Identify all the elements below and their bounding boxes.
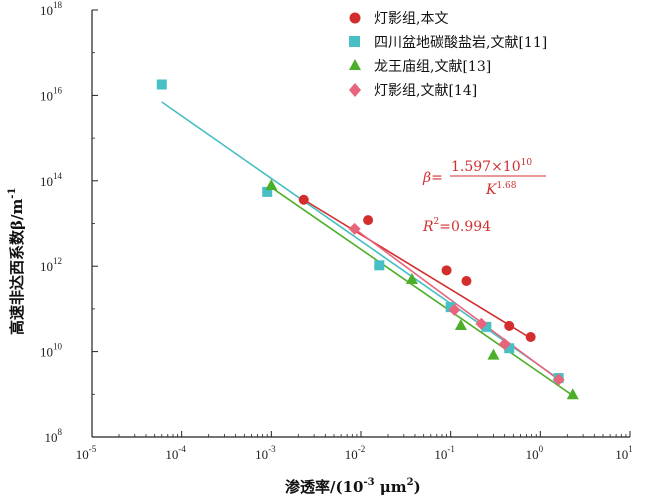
data-point-square xyxy=(156,79,167,90)
y-tick-label: 1018 xyxy=(40,0,63,18)
y-axis-title-exp: -1 xyxy=(7,188,18,199)
data-point-circle xyxy=(363,215,374,226)
legend-label-1: 四川盆地碳酸盐岩,文献[11] xyxy=(374,35,547,51)
data-point-circle xyxy=(525,331,536,342)
data-point-diamond xyxy=(448,303,461,316)
x-tick-label: 101 xyxy=(615,444,633,462)
data-point-triangle xyxy=(487,348,500,360)
x-tick-label: 10-1 xyxy=(434,444,455,462)
x-tick-label: 10-4 xyxy=(165,444,186,462)
fit-line xyxy=(161,101,562,382)
equation-denominator: K1.68 xyxy=(485,181,517,198)
data-point-square xyxy=(445,302,456,313)
legend-label-2: 龙王庙组,文献[13] xyxy=(374,59,491,75)
legend: 灯影组,本文 四川盆地碳酸盐岩,文献[11] 龙王庙组,文献[13] 灯影组,文… xyxy=(349,11,547,99)
data-point-triangle xyxy=(454,318,467,330)
x-tick-label: 10-3 xyxy=(255,444,276,462)
equation-r2: R2=0.994 xyxy=(422,217,491,235)
data-point-circle xyxy=(298,194,309,205)
data-point-triangle xyxy=(265,178,278,190)
x-tick-label: 10-5 xyxy=(76,444,97,462)
fit-lines xyxy=(161,101,575,398)
data-point-triangle xyxy=(405,273,418,285)
x-tick-label: 100 xyxy=(526,444,544,462)
legend-marker-circle xyxy=(349,12,361,24)
x-axis-title: 渗透率/(10-3 μm2) xyxy=(285,477,421,496)
equation-r2-exp: 2 xyxy=(434,217,440,227)
y-axis-ticks: 108 1010 1012 1014 1016 1018 xyxy=(40,0,98,445)
equation-numerator: 1.597×1010 xyxy=(451,158,532,175)
equation-r2-value: =0.994 xyxy=(439,219,491,235)
y-tick-label: 108 xyxy=(45,427,63,445)
fit-equation: β= 1.597×1010 K1.68 R2=0.994 xyxy=(422,158,546,235)
data-point-diamond xyxy=(348,222,361,235)
equation-denominator-base: K xyxy=(485,182,498,198)
equation-numerator-exp: 10 xyxy=(521,158,533,168)
legend-marker-diamond xyxy=(349,83,361,97)
data-point-diamond xyxy=(498,338,511,351)
data-point-triangle xyxy=(566,388,579,400)
equation-lhs: β= xyxy=(422,170,443,186)
equation-r2-symbol: R xyxy=(422,219,434,235)
data-points xyxy=(156,79,579,400)
legend-marker-square xyxy=(349,36,360,47)
y-tick-label: 1012 xyxy=(40,256,62,274)
x-axis-title-close: ) xyxy=(414,478,421,496)
data-point-circle xyxy=(461,276,472,287)
data-point-square xyxy=(262,186,273,197)
fit-line xyxy=(354,228,562,383)
equation-equals: = xyxy=(431,170,443,186)
y-tick-label: 1010 xyxy=(40,342,63,360)
equation-denominator-exp: 1.68 xyxy=(496,181,516,191)
x-axis-title-tail: μm xyxy=(375,478,407,496)
y-tick-label: 1016 xyxy=(40,85,63,103)
x-axis-title-main: 渗透率/(10 xyxy=(285,478,363,496)
y-axis-title: 高速非达西系数β/m-1 xyxy=(7,188,26,335)
data-point-square xyxy=(504,343,515,354)
legend-label-0: 灯影组,本文 xyxy=(374,11,448,27)
data-point-circle xyxy=(441,265,452,276)
data-point-square xyxy=(374,260,385,271)
data-point-diamond xyxy=(475,317,488,330)
data-point-square xyxy=(481,321,492,332)
fit-line xyxy=(270,186,575,398)
y-tick-label: 1014 xyxy=(40,171,63,189)
data-point-circle xyxy=(504,320,515,331)
fit-line xyxy=(303,199,533,340)
x-tick-label: 10-2 xyxy=(345,444,366,462)
equation-numerator-base: 1.597×10 xyxy=(451,159,521,175)
x-axis-ticks: 10-5 10-4 10-3 10-2 10-1 100 101 xyxy=(76,431,633,462)
x-axis-title-exp2: 2 xyxy=(407,477,414,488)
x-axis-title-exp: -3 xyxy=(363,477,374,488)
legend-label-3: 灯影组,文献[14] xyxy=(374,83,477,99)
equation-beta: β xyxy=(422,170,431,186)
y-axis-title-main: 高速非达西系数β/m xyxy=(8,199,26,335)
data-point-diamond xyxy=(552,373,565,386)
legend-marker-triangle xyxy=(349,59,361,70)
